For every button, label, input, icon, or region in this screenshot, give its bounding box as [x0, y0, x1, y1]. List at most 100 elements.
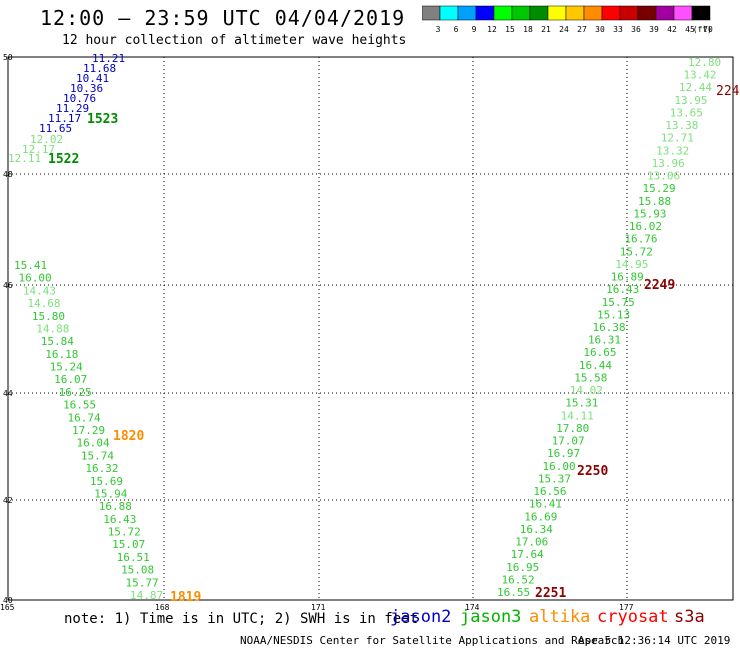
scale-swatch	[457, 5, 477, 21]
scale-tick-label: 3	[436, 25, 441, 34]
lat-label: 46	[3, 281, 13, 290]
track-value: 16.07	[54, 373, 87, 386]
track-value: 15.77	[126, 576, 159, 589]
track-value: 14.02	[570, 384, 603, 397]
page-title: 12:00 – 23:59 UTC 04/04/2019	[40, 6, 406, 30]
scale-swatch	[493, 5, 513, 21]
track-value: 16.65	[583, 346, 616, 359]
scale-tick-label: 45	[685, 25, 695, 34]
track-pass-id: 2250	[577, 464, 608, 479]
track-pass-id: 1820	[113, 429, 144, 444]
scale-swatch	[673, 5, 693, 21]
track-value: 15.84	[41, 335, 74, 348]
legend-altika: altika	[529, 607, 591, 627]
track-value: 16.00	[18, 272, 51, 285]
track-value: 11.65	[39, 122, 72, 135]
scale-swatch	[422, 5, 441, 21]
scale-tick-label: 36	[631, 25, 641, 34]
track-value: 10.76	[63, 92, 96, 105]
scale-tick-label: 70	[703, 25, 713, 34]
scale-swatch	[565, 5, 585, 21]
track-value: 14.68	[27, 297, 60, 310]
track-value: 16.51	[117, 551, 150, 564]
track-value: 15.72	[108, 526, 141, 539]
altimeter-tracks: 11.2111.6810.4110.3610.7611.2911.1711.65…	[8, 52, 740, 605]
scale-tick-label: 27	[577, 25, 587, 34]
track-value: 16.44	[579, 359, 612, 372]
track-value: 17.64	[511, 548, 544, 561]
track-value: 14.95	[615, 258, 648, 271]
track-pass-id: 1523	[87, 112, 118, 127]
lon-label: 174	[465, 603, 480, 612]
track-value: 16.74	[68, 411, 101, 424]
track-pass-id: 224	[716, 84, 740, 99]
track-value: 14.43	[23, 284, 56, 297]
lon-label: 168	[155, 603, 170, 612]
track-value: 15.08	[121, 564, 154, 577]
scale-swatch	[529, 5, 549, 21]
track-value: 16.43	[103, 513, 136, 526]
scale-swatch	[511, 5, 531, 21]
track-value: 16.18	[45, 348, 78, 361]
lat-label: 40	[3, 596, 13, 605]
track-value: 15.58	[574, 371, 607, 384]
track-value: 16.00	[542, 460, 575, 473]
lat-label: 42	[3, 496, 13, 505]
track-value: 16.55	[63, 399, 96, 412]
track-value: 17.80	[556, 422, 589, 435]
track-value: 15.24	[50, 361, 83, 374]
track-value: 15.80	[32, 310, 65, 323]
legend-cryosat: cryosat	[597, 607, 669, 627]
track-pass-id: 1522	[48, 152, 79, 167]
track-value: 17.07	[552, 435, 585, 448]
scale-tick-label: 9	[472, 25, 477, 34]
lon-label: 171	[311, 603, 326, 612]
track-value: 13.95	[674, 94, 707, 107]
track-value: 15.29	[643, 182, 676, 195]
track-value: 16.38	[593, 321, 626, 334]
track-value: 15.69	[90, 475, 123, 488]
track-value: 13.38	[665, 119, 698, 132]
track-value: 15.74	[81, 449, 114, 462]
color-scale-legend: 3 6 9 12 15 18 21 24 27 30 33 36 39 42 45 70(ft)	[422, 5, 713, 34]
track-value: 17.29	[72, 424, 105, 437]
track-value: 16.76	[624, 233, 657, 246]
track-value: 15.07	[112, 538, 145, 551]
track-value: 12.17	[22, 143, 55, 156]
legend-jason2: jason2	[390, 607, 452, 627]
track-value: 15.88	[638, 195, 671, 208]
scale-tick-label: 12	[487, 25, 497, 34]
scale-swatch	[583, 5, 603, 21]
scale-tick-label: 15	[505, 25, 515, 34]
track-value: 16.04	[76, 437, 109, 450]
lat-label: 50	[3, 53, 13, 62]
track-value: 11.21	[92, 52, 125, 65]
track-value: 15.31	[565, 397, 598, 410]
track-value: 11.29	[56, 102, 89, 115]
scale-unit: (ft)	[693, 25, 712, 34]
track-value: 14.11	[561, 409, 594, 422]
lon-label: 177	[619, 603, 634, 612]
track-value: 10.41	[76, 72, 109, 85]
track-value: 17.06	[515, 536, 548, 549]
scale-swatch	[601, 5, 621, 21]
track-value: 14.87	[130, 589, 163, 602]
track-value: 16.34	[520, 523, 553, 536]
track-value: 12.11	[8, 152, 41, 165]
track-value: 15.72	[620, 245, 653, 258]
scale-swatch	[655, 5, 675, 21]
scale-swatch	[547, 5, 567, 21]
track-value: 16.55	[497, 586, 530, 599]
track-value: 16.43	[606, 283, 639, 296]
track-value: 13.42	[683, 69, 716, 82]
scale-tick-label: 33	[613, 25, 623, 34]
track-value: 13.65	[670, 106, 703, 119]
update-timestamp: Apr 5 12:36:14 UTC 2019	[578, 634, 731, 647]
track-value: 15.13	[597, 308, 630, 321]
track-value: 10.36	[70, 82, 103, 95]
track-value: 12.02	[30, 133, 63, 146]
page-subtitle: 12 hour collection of altimeter wave hei…	[62, 33, 407, 48]
scale-tick-label: 39	[649, 25, 659, 34]
track-value: 11.68	[83, 62, 116, 75]
track-value: 13.06	[647, 170, 680, 183]
